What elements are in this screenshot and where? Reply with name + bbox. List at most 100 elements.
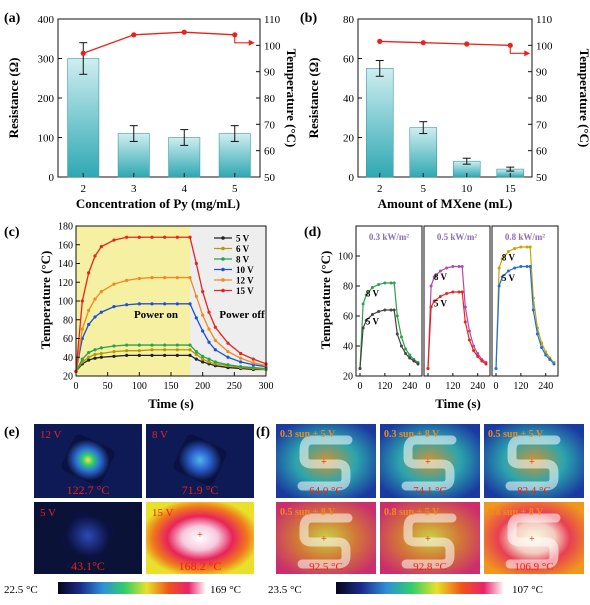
panel-c-xlabel: Time (s): [148, 396, 194, 411]
series-point: [429, 305, 433, 309]
y2-tick-label: 60: [264, 146, 276, 158]
y2-tick-label: 90: [264, 67, 276, 79]
subplot-frame: [423, 225, 491, 377]
legend-marker: [221, 257, 225, 261]
thermal-tile-e3: 5 V 43.1°C: [34, 502, 142, 574]
y-tick-label: 100: [58, 297, 73, 308]
series-point: [239, 365, 243, 369]
arrow-head-icon: [248, 39, 255, 46]
y2-tick-label: 70: [264, 119, 276, 131]
series-point: [150, 343, 154, 347]
series-point: [531, 308, 535, 312]
legend-label: 15 V: [236, 286, 254, 296]
power-on-text: Power on: [134, 309, 178, 321]
series-point: [476, 352, 480, 355]
temperature-scale-bar: [336, 582, 504, 594]
thermal-tile-e2: 8 V 71.9 °C: [146, 424, 254, 498]
series-point: [194, 261, 198, 266]
series-point: [528, 245, 532, 249]
x-tick-label: 5: [232, 183, 238, 195]
tile-condition: 0.3 sun + 5 V: [280, 429, 336, 440]
series-point: [438, 295, 442, 298]
tile-voltage: 12 V: [40, 429, 62, 441]
crosshair-icon: +: [321, 457, 327, 468]
panel-a-bars: [67, 29, 255, 178]
series-point: [552, 362, 556, 366]
y-tick-label: 40: [343, 93, 355, 105]
series-point: [150, 235, 154, 239]
series-point: [163, 275, 167, 280]
series-point: [87, 358, 91, 362]
tile-temperature: 43.1°C: [71, 559, 105, 573]
y-tick-label: 140: [58, 259, 73, 270]
scale-max: 169 °C: [210, 584, 241, 596]
y-tick-label: 60: [63, 334, 73, 345]
right-axis-arrow: [509, 45, 527, 54]
subplot-title: 0.5 kW/m²: [437, 232, 478, 242]
y2-tick-label: 60: [536, 146, 548, 158]
thermal-tile-f3: +0.5 sun + 5 V 82.4 °C: [484, 424, 584, 498]
legend-marker: [221, 288, 225, 293]
series-point: [445, 266, 449, 270]
series-point: [188, 343, 192, 347]
subplot-frame: [355, 225, 423, 377]
series-point: [137, 235, 141, 239]
temperature-point: [131, 32, 137, 38]
series-point: [525, 245, 529, 249]
resistance-bar: [409, 127, 438, 178]
series-point: [457, 290, 461, 294]
panel-d-xlabel: Time (s): [435, 396, 481, 411]
series-point: [399, 335, 403, 339]
crosshair-icon: +: [425, 534, 431, 545]
panel-d-subplots: 0.3 kW/m² 8 V 5 V 0 120 240 20 40 60 80 100 0.5 kW/…: [338, 225, 559, 392]
legend-label: 10 V: [236, 265, 254, 275]
series-point: [226, 341, 230, 345]
series-point: [377, 283, 381, 286]
y2-tick-label: 50: [264, 172, 276, 184]
y2-tick-label: 80: [536, 93, 548, 105]
x-tick-label: 240: [538, 381, 553, 392]
series-point: [480, 359, 484, 363]
series-line: [75, 276, 267, 372]
subplot-title: 0.8 kW/m²: [505, 232, 546, 242]
panel-e-label: (e): [4, 425, 20, 440]
arrow-head-icon: [524, 50, 531, 57]
series-point: [99, 346, 103, 350]
series-point: [93, 297, 97, 301]
series-point: [99, 290, 103, 294]
thermal-sample: [173, 434, 227, 486]
y-tick-label: 0: [349, 172, 355, 184]
temperature-point: [377, 38, 383, 44]
series-point: [175, 343, 179, 347]
series-point: [528, 265, 532, 268]
temperature-line: [83, 31, 235, 54]
power-on-region: [76, 226, 190, 376]
legend-marker: [221, 236, 225, 240]
series-point: [438, 269, 442, 273]
series-point: [500, 257, 504, 261]
series-point: [201, 313, 205, 317]
series-point: [525, 265, 529, 268]
series-point: [207, 327, 211, 331]
scale-max: 107 °C: [512, 584, 543, 596]
y-tick-label: 80: [63, 315, 73, 326]
y-tick-label: 100: [338, 252, 353, 263]
series-point: [416, 362, 420, 366]
series-point: [99, 355, 103, 359]
series-point: [163, 235, 167, 239]
series-point: [484, 362, 488, 366]
series-point: [429, 284, 433, 288]
series-point: [395, 332, 399, 336]
y2-tick-label: 100: [536, 40, 553, 52]
tile-condition: 0.5 sun + 5 V: [488, 429, 544, 440]
series-label-5v: 5 V: [366, 317, 380, 327]
series-point: [93, 254, 97, 258]
thermal-tile-f6: +0.8 sun + 8 V 106.9 °C: [484, 502, 584, 574]
legend-marker: [221, 278, 225, 282]
series-point: [395, 314, 399, 318]
tile-temperature: 71.9 °C: [182, 483, 219, 497]
tile-temperature: 122.7 °C: [67, 483, 110, 497]
crosshair-icon: +: [197, 530, 203, 541]
tile-temperature: 64.0 °C: [309, 485, 343, 497]
temperature-line: [379, 40, 511, 46]
